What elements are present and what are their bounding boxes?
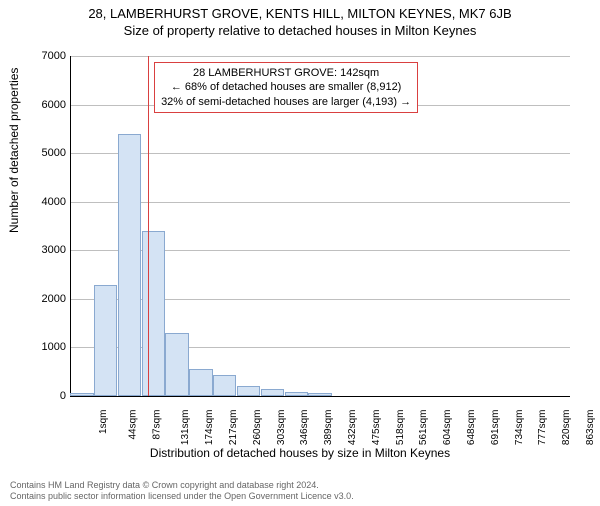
x-tick-label: 863sqm xyxy=(585,410,596,446)
x-tick-label: 260sqm xyxy=(252,410,263,446)
histogram-bar xyxy=(70,393,93,396)
annotation-line3: 32% of semi-detached houses are larger (… xyxy=(161,95,411,109)
y-axis-line xyxy=(70,56,71,396)
x-tick-label: 1sqm xyxy=(98,410,109,434)
x-tick-label: 131sqm xyxy=(180,410,191,446)
y-axis-label: Number of detached properties xyxy=(7,68,21,233)
x-tick-label: 518sqm xyxy=(395,410,406,446)
y-tick-label: 2000 xyxy=(26,293,66,305)
y-tick-label: 3000 xyxy=(26,244,66,256)
y-tick-label: 0 xyxy=(26,390,66,402)
histogram-bar xyxy=(237,386,260,396)
histogram-bar xyxy=(308,393,331,396)
annotation-box: 28 LAMBERHURST GROVE: 142sqm← 68% of det… xyxy=(154,62,418,113)
histogram-bar xyxy=(285,392,308,396)
y-tick-label: 1000 xyxy=(26,341,66,353)
x-tick-label: 475sqm xyxy=(371,410,382,446)
gridline xyxy=(70,56,570,57)
plot-area: 010002000300040005000600070001sqm44sqm87… xyxy=(70,56,570,396)
histogram-bar xyxy=(213,375,236,396)
x-tick-label: 389sqm xyxy=(323,410,334,446)
annotation-line1: 28 LAMBERHURST GROVE: 142sqm xyxy=(161,66,411,80)
x-tick-label: 217sqm xyxy=(228,410,239,446)
x-tick-label: 734sqm xyxy=(514,410,525,446)
histogram-bar xyxy=(165,333,188,396)
x-tick-label: 87sqm xyxy=(151,410,162,440)
chart-container: 28, LAMBERHURST GROVE, KENTS HILL, MILTO… xyxy=(0,6,600,506)
x-axis-line xyxy=(70,396,570,397)
marker-line xyxy=(148,56,149,396)
histogram-bar xyxy=(142,231,165,396)
x-tick-label: 346sqm xyxy=(299,410,310,446)
y-tick-label: 5000 xyxy=(26,147,66,159)
annotation-line2: ← 68% of detached houses are smaller (8,… xyxy=(161,80,411,94)
chart-title: Size of property relative to detached ho… xyxy=(0,23,600,38)
x-axis-label: Distribution of detached houses by size … xyxy=(0,446,600,460)
footer-attribution: Contains HM Land Registry data © Crown c… xyxy=(10,480,354,502)
footer-line1: Contains HM Land Registry data © Crown c… xyxy=(10,480,354,491)
gridline xyxy=(70,202,570,203)
histogram-bar xyxy=(118,134,141,396)
x-tick-label: 44sqm xyxy=(127,410,138,440)
chart-super-title: 28, LAMBERHURST GROVE, KENTS HILL, MILTO… xyxy=(0,6,600,21)
histogram-bar xyxy=(189,369,212,396)
x-tick-label: 432sqm xyxy=(347,410,358,446)
x-tick-label: 691sqm xyxy=(490,410,501,446)
histogram-bar xyxy=(94,285,117,396)
x-tick-label: 174sqm xyxy=(204,410,215,446)
footer-line2: Contains public sector information licen… xyxy=(10,491,354,502)
y-tick-label: 4000 xyxy=(26,196,66,208)
y-tick-label: 7000 xyxy=(26,50,66,62)
x-tick-label: 561sqm xyxy=(419,410,430,446)
x-tick-label: 648sqm xyxy=(466,410,477,446)
x-tick-label: 604sqm xyxy=(442,410,453,446)
y-tick-label: 6000 xyxy=(26,99,66,111)
x-tick-label: 820sqm xyxy=(561,410,572,446)
histogram-bar xyxy=(261,389,284,396)
gridline xyxy=(70,153,570,154)
x-tick-label: 303sqm xyxy=(276,410,287,446)
x-tick-label: 777sqm xyxy=(538,410,549,446)
